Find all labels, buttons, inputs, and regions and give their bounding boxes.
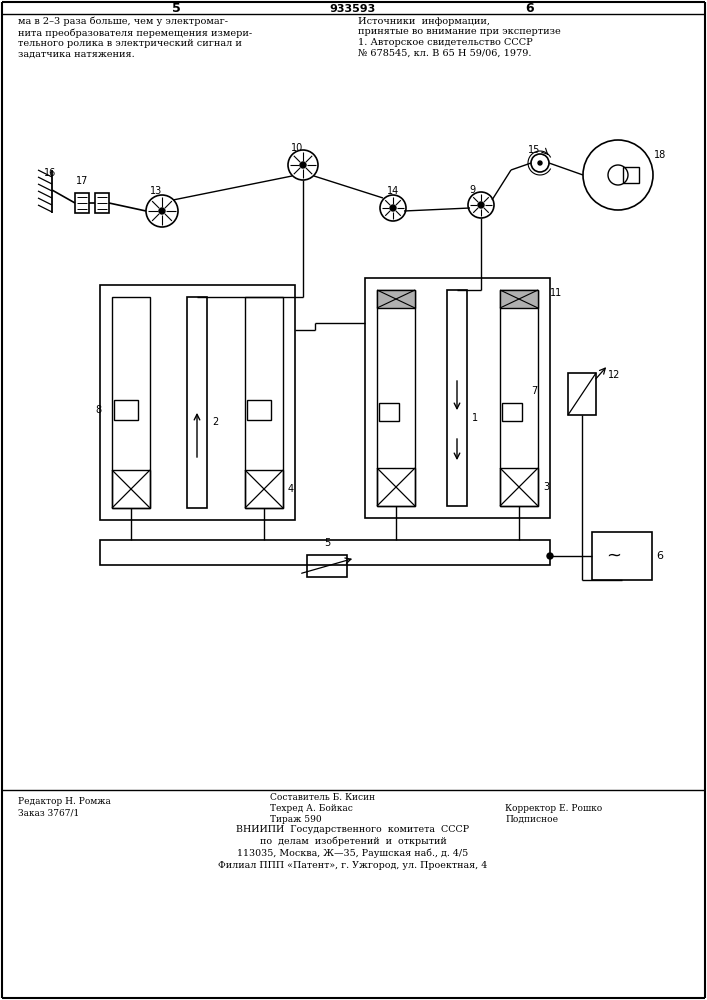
Text: 3: 3 [543, 482, 549, 492]
Bar [187, 297, 207, 508]
Text: Составитель Б. Кисин: Составитель Б. Кисин [270, 793, 375, 802]
Text: Подписное: Подписное [505, 815, 558, 824]
Text: 17: 17 [76, 176, 88, 186]
Text: 18: 18 [654, 150, 666, 160]
Bar [502, 403, 522, 421]
Bar [365, 278, 550, 518]
Text: 13: 13 [150, 186, 162, 196]
Text: 14: 14 [387, 186, 399, 196]
Text: 7: 7 [531, 386, 537, 396]
Text: 6: 6 [526, 2, 534, 15]
Bar [623, 167, 639, 183]
Text: 10: 10 [291, 143, 303, 153]
Bar [568, 373, 596, 415]
Bar [500, 290, 538, 308]
Bar [379, 403, 399, 421]
Text: 9: 9 [469, 185, 475, 195]
Bar [95, 193, 109, 213]
Text: 12: 12 [608, 370, 620, 380]
Circle shape [159, 208, 165, 214]
Text: 933593: 933593 [330, 4, 376, 14]
Text: Корректор Е. Рошко: Корректор Е. Рошко [505, 804, 602, 813]
Text: 6: 6 [657, 551, 663, 561]
Text: Тираж 590: Тираж 590 [270, 815, 322, 824]
Bar [377, 290, 415, 506]
Circle shape [390, 205, 396, 211]
Circle shape [300, 162, 306, 168]
Text: 113035, Москва, Ж—35, Раушская наб., д. 4/5: 113035, Москва, Ж—35, Раушская наб., д. … [238, 849, 469, 858]
Bar [592, 532, 652, 580]
Bar [112, 297, 150, 508]
Text: 5: 5 [324, 538, 330, 548]
Circle shape [478, 202, 484, 208]
Text: ВНИИПИ  Государственного  комитета  СССР: ВНИИПИ Государственного комитета СССР [236, 825, 469, 834]
Bar [245, 297, 283, 508]
Text: Редактор Н. Ромжа: Редактор Н. Ромжа [18, 797, 111, 806]
Text: по  делам  изобретений  и  открытий: по делам изобретений и открытий [259, 837, 446, 846]
Bar [100, 285, 295, 520]
Bar [114, 400, 138, 420]
Text: ма в 2–3 раза больше, чем у электромаг-
нита преобразователя перемещения измери-: ма в 2–3 раза больше, чем у электромаг- … [18, 17, 252, 58]
Bar [307, 555, 347, 577]
Text: 4: 4 [288, 484, 294, 494]
Text: 8: 8 [95, 405, 101, 415]
Text: 16: 16 [44, 168, 56, 178]
Text: Источники  информации,
принятые во внимание при экспертизе
1. Авторское свидетел: Источники информации, принятые во вниман… [358, 17, 561, 57]
Text: 11: 11 [550, 288, 562, 298]
Text: Филиал ППП «Патент», г. Ужгород, ул. Проектная, 4: Филиал ППП «Патент», г. Ужгород, ул. Про… [218, 861, 488, 870]
Circle shape [538, 161, 542, 165]
Bar [377, 290, 415, 308]
Text: Заказ 3767/1: Заказ 3767/1 [18, 808, 79, 817]
Text: 2: 2 [212, 417, 218, 427]
Text: ~: ~ [607, 547, 621, 565]
Bar [500, 468, 538, 506]
Text: 15: 15 [528, 145, 540, 155]
Bar [75, 193, 89, 213]
Circle shape [547, 553, 553, 559]
Text: 5: 5 [172, 2, 180, 15]
Bar [377, 468, 415, 506]
Text: 1: 1 [472, 413, 478, 423]
Bar [100, 540, 550, 565]
Bar [447, 290, 467, 506]
Bar [112, 470, 150, 508]
Bar [245, 470, 283, 508]
Bar [247, 400, 271, 420]
Bar [500, 290, 538, 506]
Text: Техред А. Бойкас: Техред А. Бойкас [270, 804, 353, 813]
